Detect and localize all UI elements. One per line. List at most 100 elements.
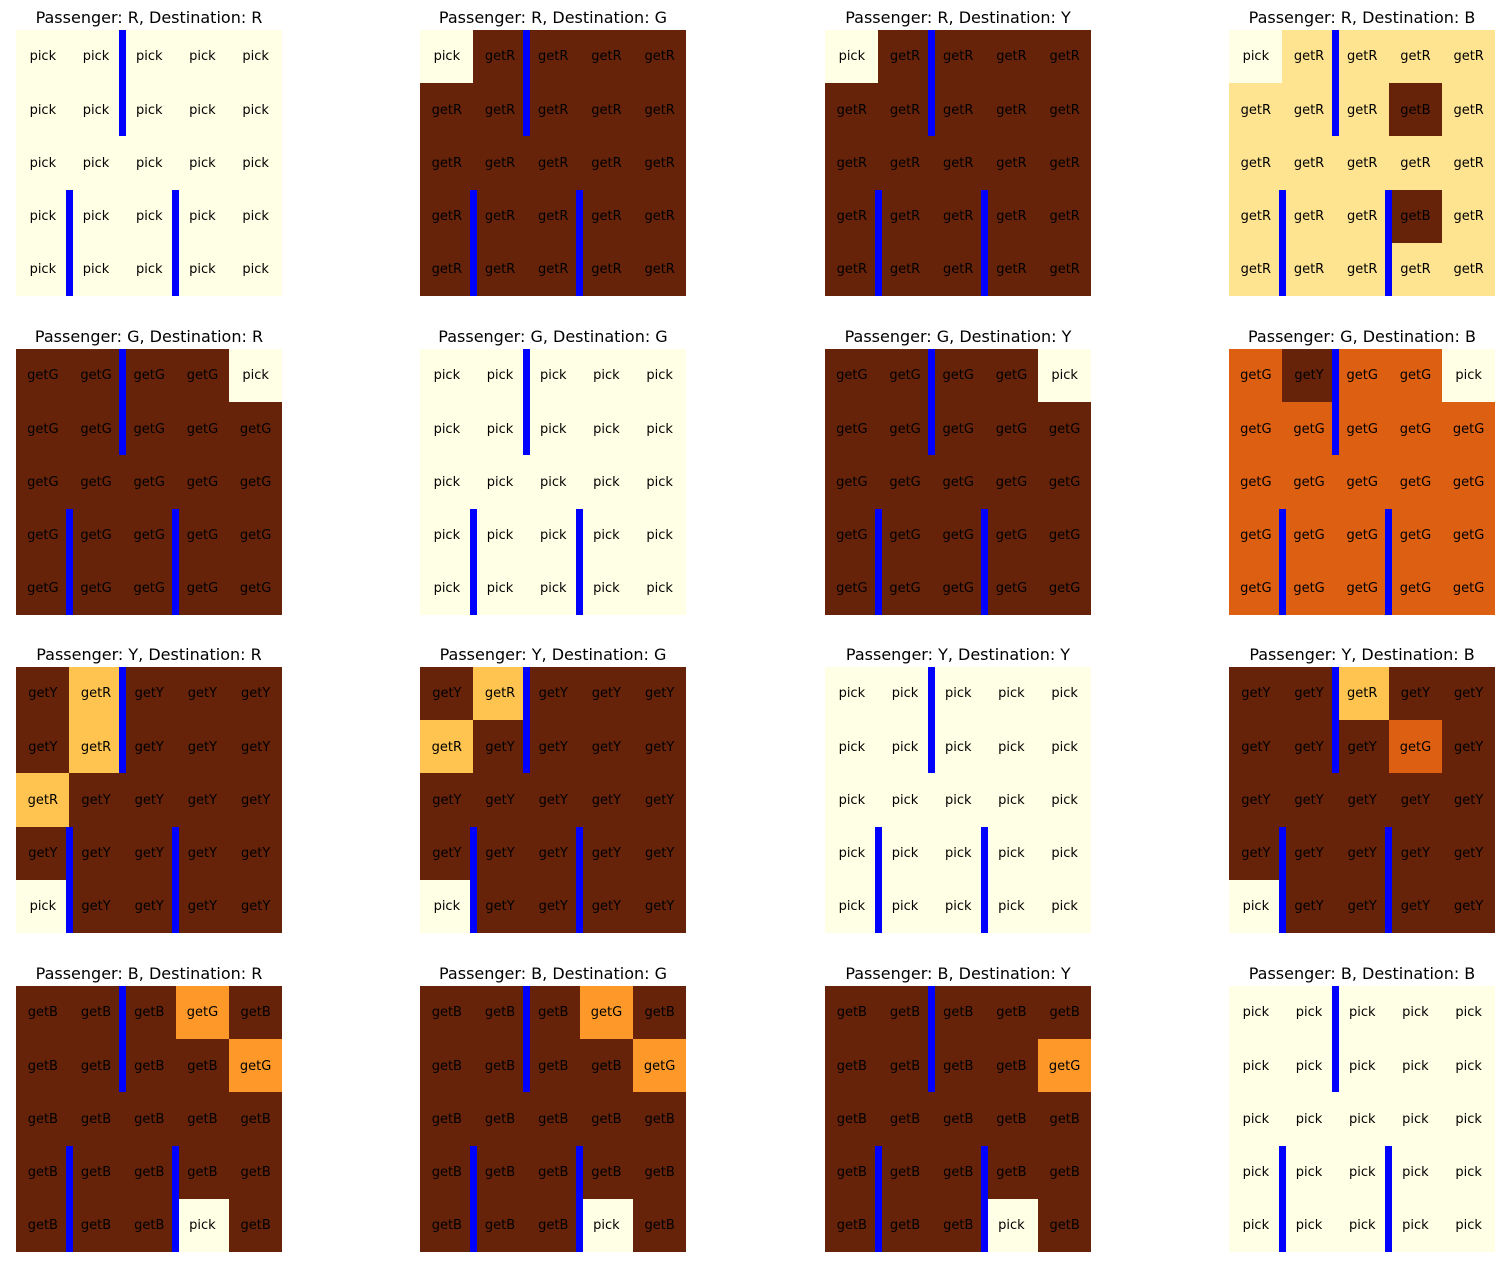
wall-segment (874, 1145, 882, 1252)
heatmap-cell: getY (1282, 773, 1336, 828)
heatmap-cell: pick (420, 508, 474, 563)
heatmap-cell: getR (1335, 136, 1390, 191)
heatmap-cell: getR (1335, 83, 1390, 137)
panel-title: Passenger: B, Destination: B (1248, 964, 1476, 983)
heatmap-cell: getB (175, 1145, 230, 1200)
heatmap-grid: pick pick pick pick pick pick pick pick pick pick… (825, 667, 1092, 934)
heatmap-cell: getB (878, 986, 932, 1040)
heatmap-cell: getR (931, 242, 986, 297)
heatmap-cell: getR (1037, 242, 1092, 297)
heatmap-cell: getG (1037, 561, 1092, 616)
heatmap-cell: getB (175, 1092, 230, 1147)
heatmap-grid: getB getB getB getG getB getB getB getB getB getG… (16, 986, 283, 1253)
heatmap-cell: getG (1282, 402, 1336, 456)
heatmap-cell: pick (1037, 879, 1092, 934)
heatmap-cell: getR (931, 30, 986, 84)
heatmap-cell: getG (175, 455, 230, 510)
heatmap-cell: pick (632, 561, 687, 616)
heatmap-cell: getB (931, 1092, 986, 1147)
heatmap-cell: getG (69, 561, 123, 616)
heatmap-cell: pick (16, 30, 70, 84)
heatmap-cell: pick (473, 349, 527, 403)
heatmap-cell: getB (984, 1092, 1039, 1147)
heatmap-cell: getG (16, 455, 70, 510)
heatmap-cell: getY (632, 826, 687, 881)
heatmap-cell: getB (931, 986, 986, 1040)
heatmap-cell: getG (1388, 720, 1443, 774)
heatmap-cell: pick (69, 136, 123, 191)
heatmap-cell: pick (175, 30, 230, 84)
heatmap-cell: getG (1441, 561, 1496, 616)
heatmap-cell: getR (16, 773, 70, 828)
heatmap-grid: pick getR getR getR getR getR getR getR getR getR… (825, 30, 1092, 297)
heatmap-cell: getG (1037, 402, 1092, 456)
heatmap-cell: pick (825, 30, 879, 84)
heatmap-cell: pick (175, 242, 230, 297)
heatmap-cell: getY (16, 720, 70, 774)
heatmap-cell: getR (825, 189, 879, 244)
heatmap-cell: pick (69, 83, 123, 137)
heatmap-cell: getR (1441, 30, 1496, 84)
heatmap-cell: pick (878, 720, 932, 774)
heatmap-cell: getG (1441, 508, 1496, 563)
heatmap-cell: getR (1335, 30, 1390, 84)
heatmap-cell: getR (420, 189, 474, 244)
heatmap-cell: getY (1335, 720, 1390, 774)
heatmap-cell: pick (228, 349, 283, 403)
heatmap-cell: pick (1441, 1039, 1496, 1093)
heatmap-cell: getR (984, 136, 1039, 191)
wall-segment (469, 826, 477, 933)
heatmap-grid: getG getG getG getG pick getG getG getG getG getG… (16, 349, 283, 616)
heatmap-cell: getG (1441, 455, 1496, 510)
heatmap-cell: getG (1282, 561, 1336, 616)
heatmap-cell: getG (878, 508, 932, 563)
heatmap-cell: getG (1335, 561, 1390, 616)
heatmap-cell: pick (1037, 720, 1092, 774)
heatmap-cell: getB (632, 1145, 687, 1200)
heatmap-cell: getG (16, 508, 70, 563)
heatmap-cell: getY (122, 879, 177, 934)
heatmap-cell: pick (984, 826, 1039, 881)
heatmap-cell: getG (931, 349, 986, 403)
heatmap-cell: getG (1388, 561, 1443, 616)
heatmap-cell: pick (473, 455, 527, 510)
heatmap-cell: pick (1335, 1092, 1390, 1147)
wall-segment (469, 189, 477, 296)
heatmap-cell: getR (825, 242, 879, 297)
heatmap-cell: getY (1282, 826, 1336, 881)
wall-segment (118, 30, 126, 137)
heatmap-cell: getG (69, 349, 123, 403)
heatmap-cell: getG (1335, 455, 1390, 510)
heatmap-cell: pick (228, 83, 283, 137)
wall-segment (172, 826, 180, 933)
heatmap-cell: getY (1335, 879, 1390, 934)
heatmap-cell: pick (16, 136, 70, 191)
heatmap-cell: pick (1388, 1198, 1443, 1253)
heatmap-cell: pick (69, 30, 123, 84)
heatmap-cell: getY (1441, 826, 1496, 881)
panel-title: Passenger: G, Destination: Y (844, 327, 1072, 346)
wall-segment (1385, 826, 1393, 933)
heatmap-cell: getR (632, 242, 687, 297)
heatmap-cell: getB (420, 1198, 474, 1253)
wall-segment (522, 349, 530, 456)
heatmap-cell: getR (1282, 30, 1336, 84)
heatmap-cell: getR (1229, 83, 1283, 137)
heatmap-cell: getG (122, 508, 177, 563)
heatmap-cell: getY (1282, 349, 1336, 403)
heatmap-cell: getG (228, 561, 283, 616)
heatmap-cell: pick (878, 879, 932, 934)
heatmap-cell: getG (878, 349, 932, 403)
panel-title: Passenger: R, Destination: R (35, 8, 263, 27)
wall-segment (576, 189, 584, 296)
heatmap-cell: getB (526, 1145, 581, 1200)
panel-title: Passenger: R, Destination: G (438, 8, 668, 27)
heatmap-cell: pick (1037, 667, 1092, 721)
heatmap-cell: getG (228, 1039, 283, 1093)
heatmap-cell: pick (1229, 986, 1283, 1040)
heatmap-cell: pick (825, 773, 879, 828)
heatmap-cell: getB (69, 1039, 123, 1093)
wall-segment (1385, 508, 1393, 615)
heatmap-grid: getY getR getY getY getY getR getY getY getY getY… (420, 667, 687, 934)
heatmap-cell: pick (1388, 1039, 1443, 1093)
